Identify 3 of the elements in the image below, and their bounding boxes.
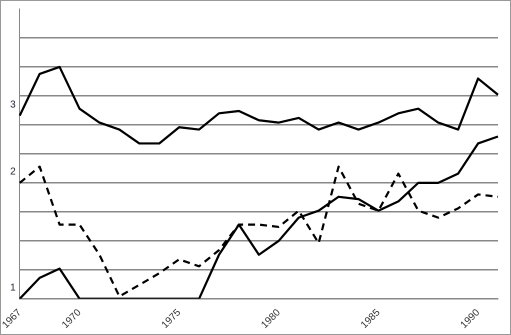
series-label: 3 — [10, 99, 16, 110]
series-label: 2 — [10, 166, 16, 178]
series-label: 1 — [10, 282, 16, 294]
